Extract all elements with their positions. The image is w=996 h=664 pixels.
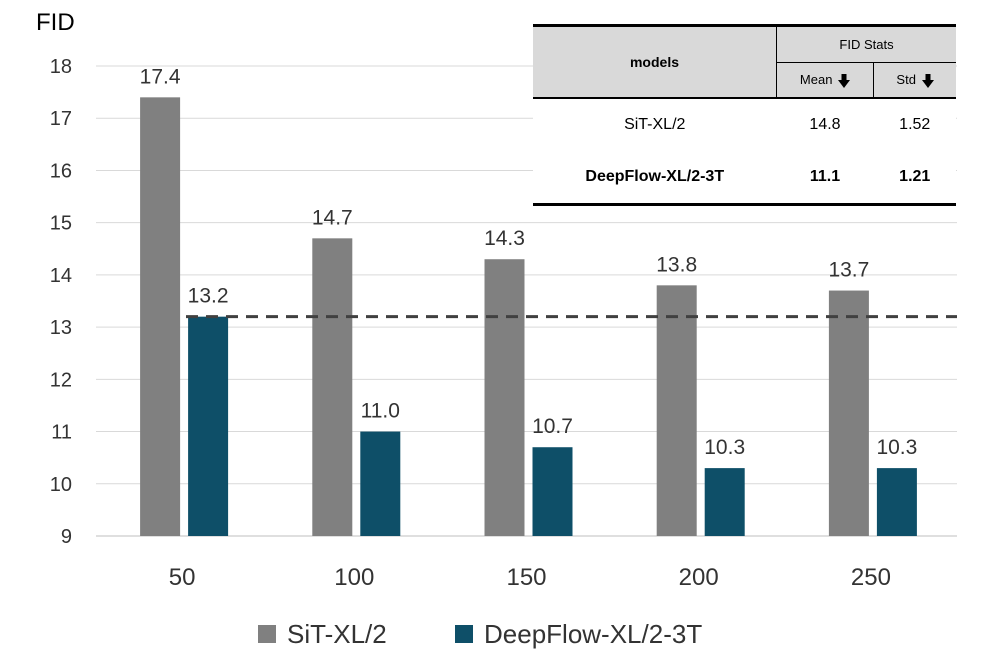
y-axis-title: FID bbox=[36, 9, 75, 36]
bar-sit bbox=[484, 259, 525, 536]
bar-sit bbox=[828, 290, 869, 536]
header-std: Std bbox=[873, 62, 956, 99]
data-label: 13.8 bbox=[656, 253, 697, 276]
y-tick-label: 9 bbox=[61, 526, 72, 548]
x-tick-label: 250 bbox=[851, 564, 891, 591]
y-tick-label: 15 bbox=[50, 213, 72, 235]
legend-label-sit: SiT-XL/2 bbox=[287, 619, 387, 649]
legend: SiT-XL/2 DeepFlow-XL/2-3T bbox=[258, 619, 702, 649]
data-label: 14.3 bbox=[484, 227, 525, 250]
down-arrow-icon bbox=[838, 73, 851, 88]
row-mean: 14.8 bbox=[809, 116, 841, 133]
row-mean: 11.1 bbox=[776, 151, 874, 206]
y-tick-label: 16 bbox=[50, 160, 72, 182]
header-fid-stats: FID Stats bbox=[776, 24, 956, 63]
table-row: DeepFlow-XL/2-3T 11.1 1.21 bbox=[533, 151, 956, 206]
bar-sit bbox=[656, 285, 697, 536]
bar-deepflow bbox=[188, 316, 229, 536]
header-mean: Mean bbox=[776, 62, 874, 99]
data-label: 13.2 bbox=[188, 285, 229, 308]
y-tick-label: 17 bbox=[50, 108, 72, 130]
legend-swatch-deepflow bbox=[455, 625, 473, 643]
header-mean-label: Mean bbox=[799, 71, 833, 87]
data-label: 10.3 bbox=[876, 436, 917, 459]
data-label: 14.7 bbox=[312, 206, 353, 229]
header-std-label: Std bbox=[896, 71, 916, 87]
down-arrow-icon bbox=[921, 73, 934, 88]
data-label: 10.7 bbox=[532, 415, 573, 438]
y-tick-label: 18 bbox=[50, 56, 72, 78]
bar-deepflow bbox=[704, 468, 745, 536]
x-tick-label: 100 bbox=[334, 564, 374, 591]
header-models: models bbox=[533, 24, 777, 99]
y-tick-label: 10 bbox=[50, 474, 72, 496]
data-label: 13.7 bbox=[828, 259, 869, 282]
table-row: SiT-XL/2 14.8 1.52 bbox=[533, 98, 956, 151]
legend-label-deepflow: DeepFlow-XL/2-3T bbox=[484, 619, 702, 649]
bar-deepflow bbox=[532, 447, 573, 536]
x-tick-label: 200 bbox=[679, 564, 719, 591]
bar-sit bbox=[140, 97, 181, 536]
row-model: DeepFlow-XL/2-3T bbox=[533, 151, 777, 206]
row-std: 1.52 bbox=[899, 116, 931, 133]
y-tick-label: 13 bbox=[50, 317, 72, 339]
bar-sit bbox=[312, 238, 353, 537]
legend-swatch-sit bbox=[258, 625, 276, 643]
row-std: 1.21 bbox=[873, 151, 956, 206]
data-label: 10.3 bbox=[704, 436, 745, 459]
y-tick-label: 11 bbox=[51, 422, 72, 444]
y-tick-label: 12 bbox=[50, 369, 72, 391]
data-label: 11.0 bbox=[361, 400, 400, 423]
data-label: 17.4 bbox=[140, 65, 181, 88]
row-model: SiT-XL/2 bbox=[624, 116, 686, 133]
bar-deepflow bbox=[360, 431, 401, 536]
y-tick-label: 14 bbox=[50, 265, 72, 287]
bar-deepflow bbox=[876, 468, 917, 536]
x-tick-label: 50 bbox=[169, 564, 196, 591]
fid-stats-table: models FID Stats Mean Std SiT-XL/2 14.8 … bbox=[533, 24, 956, 206]
x-tick-label: 150 bbox=[506, 564, 546, 591]
